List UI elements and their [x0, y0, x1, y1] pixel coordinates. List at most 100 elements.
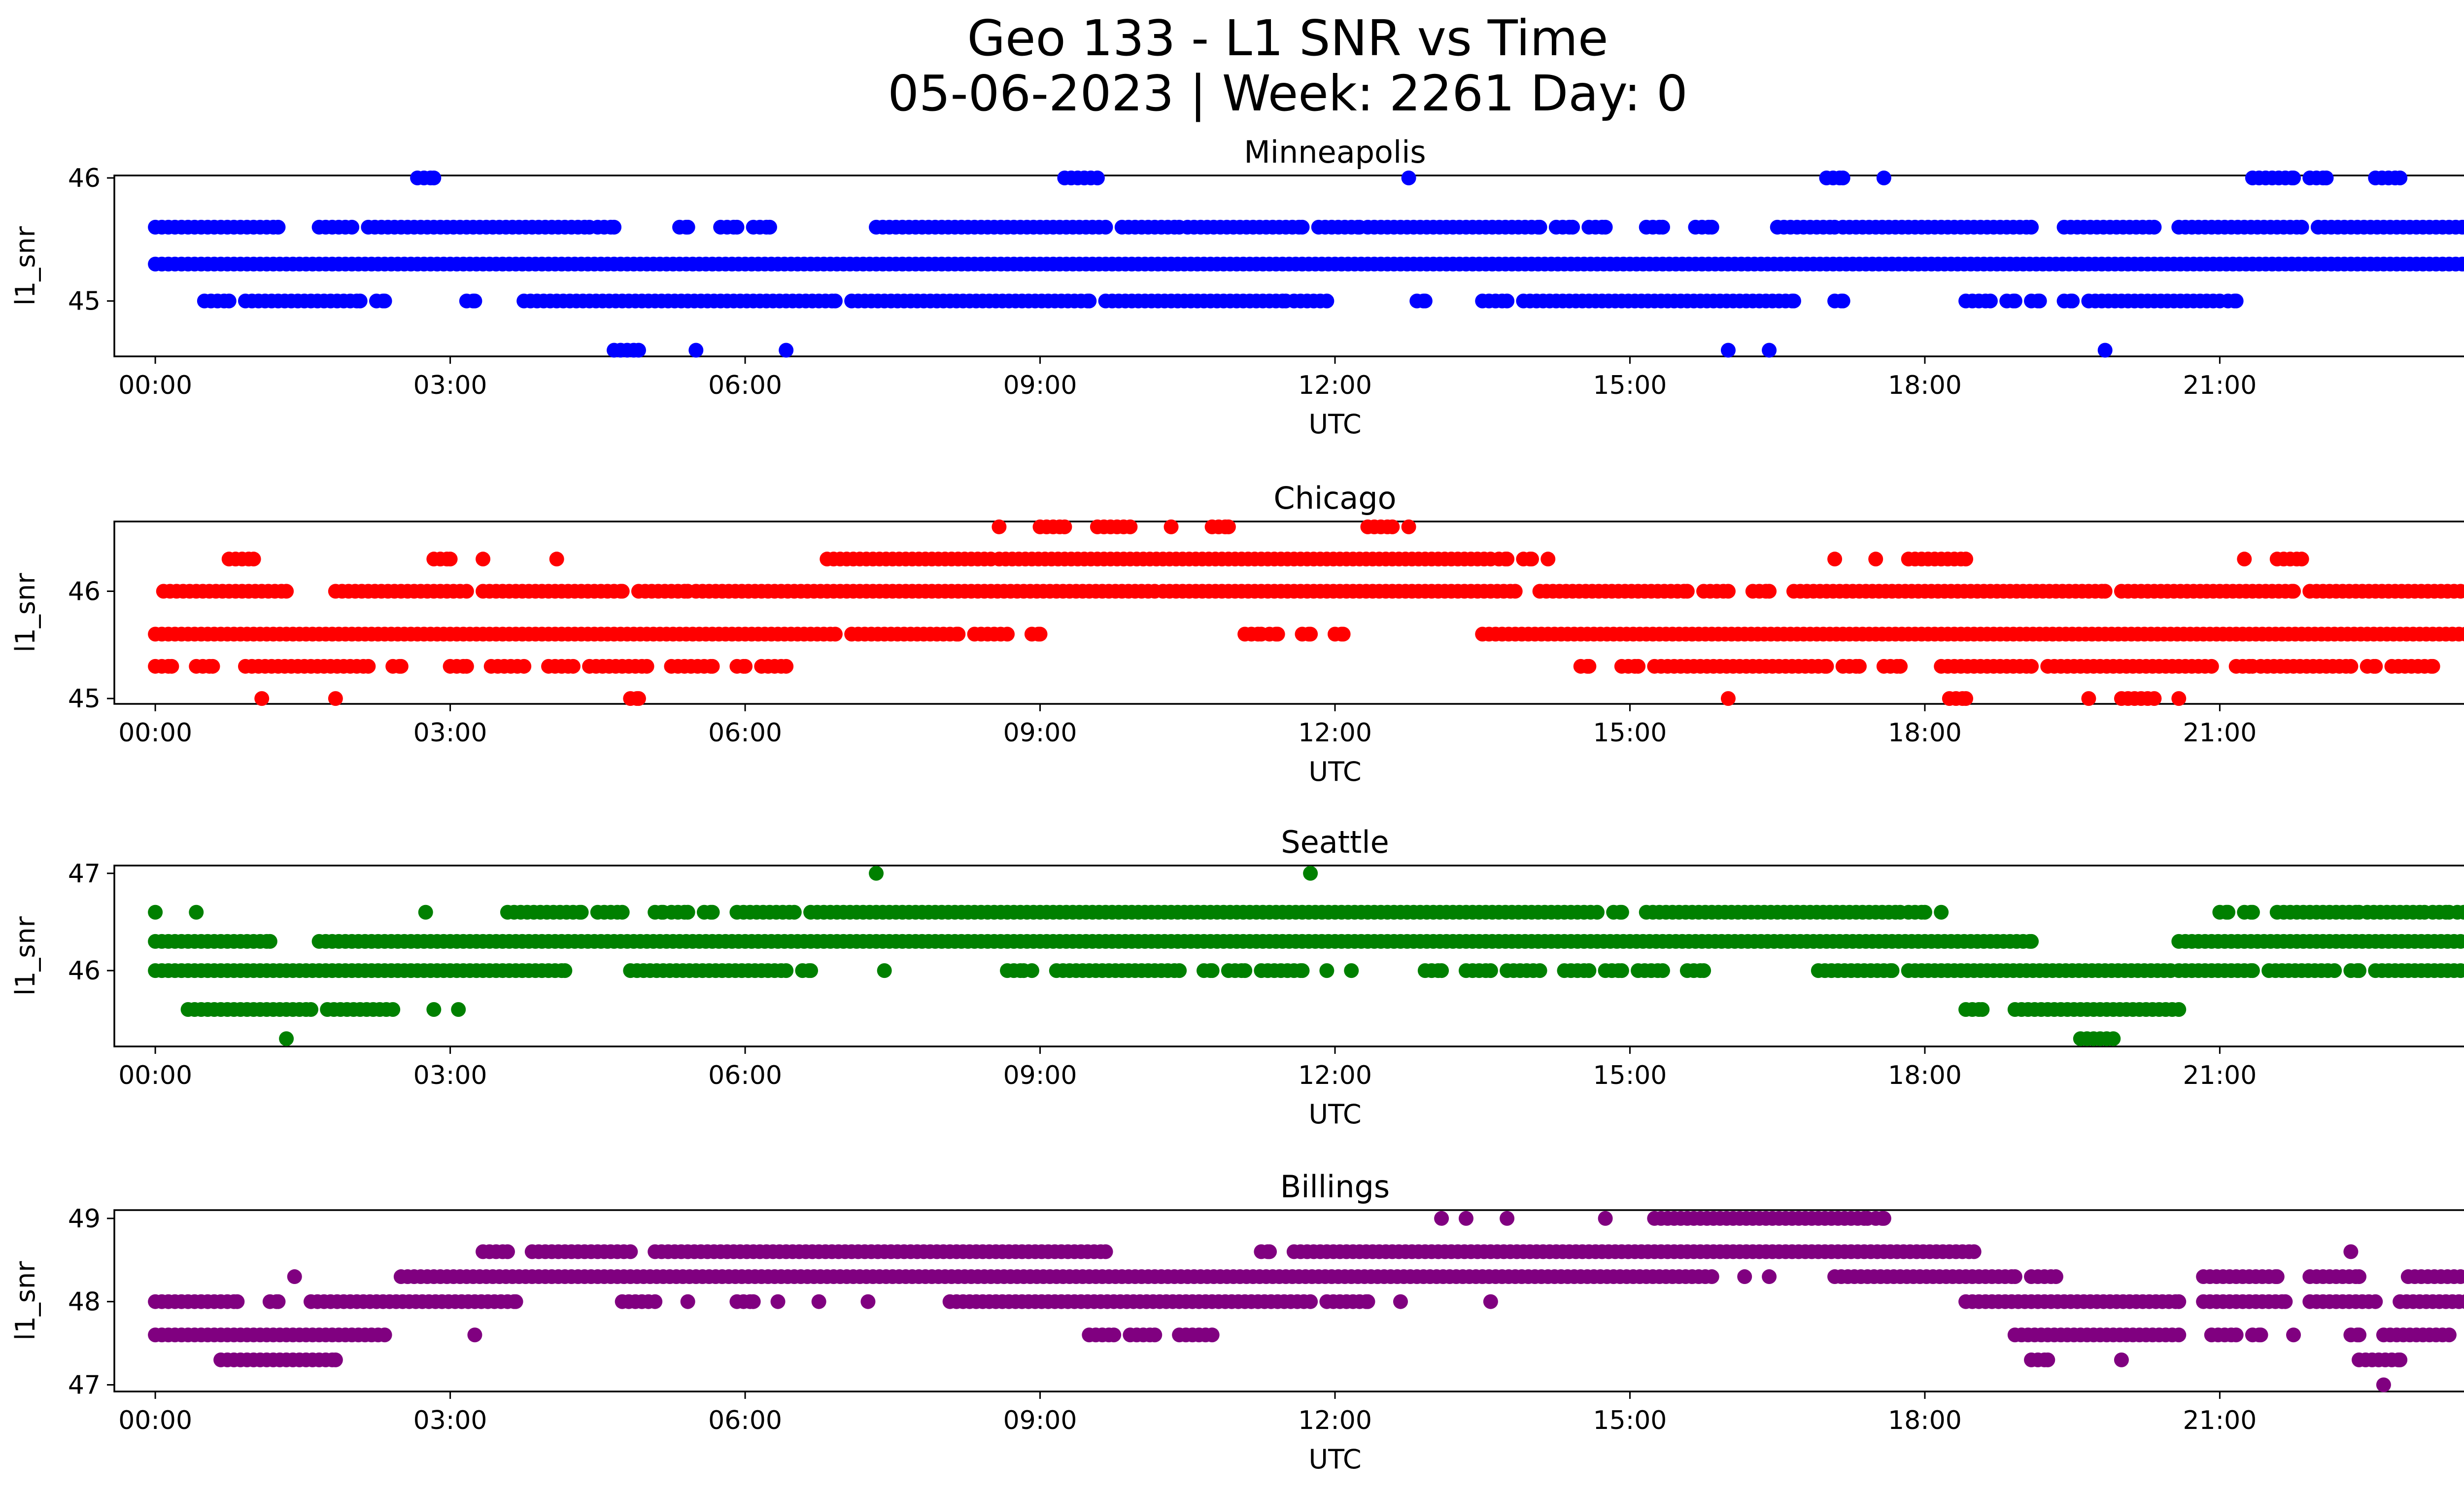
data-point: [705, 904, 720, 920]
scatter-points: [148, 1211, 2464, 1392]
data-point: [631, 343, 646, 358]
data-point: [1958, 691, 1974, 706]
data-point: [1655, 963, 1670, 978]
data-point: [1032, 626, 1048, 642]
x-tick-label: 12:00: [1298, 1061, 1372, 1090]
data-point: [1704, 219, 1719, 235]
data-point: [811, 1294, 826, 1309]
data-point: [746, 1294, 761, 1309]
data-point: [352, 293, 368, 309]
data-point: [1696, 963, 1711, 978]
x-tick-label: 00:00: [118, 718, 192, 748]
data-point: [729, 219, 745, 235]
data-point: [2343, 1244, 2359, 1259]
data-point: [1975, 1002, 1990, 1017]
data-point: [2171, 1294, 2187, 1309]
data-point: [680, 219, 695, 235]
scatter-points: [148, 866, 2464, 1046]
data-point: [762, 219, 777, 235]
data-point: [164, 659, 179, 674]
data-point: [1385, 519, 1400, 534]
data-point: [2376, 1377, 2391, 1392]
data-point: [271, 1294, 286, 1309]
data-point: [328, 1352, 343, 1367]
data-point: [2393, 1352, 2408, 1367]
data-point: [1319, 293, 1335, 309]
data-point: [1483, 963, 1498, 978]
data-point: [377, 1327, 392, 1343]
x-tick-label: 18:00: [1888, 1061, 1962, 1090]
data-point: [2253, 1327, 2268, 1343]
data-point: [148, 904, 163, 920]
data-point: [623, 1244, 638, 1259]
subplot-title: Chicago: [1273, 480, 1396, 516]
subplot-title: Seattle: [1281, 824, 1389, 860]
subplot-chicago: Chicago 00:00 03:00 06:00 09:00 12:00 15:00 18:…: [10, 480, 2464, 787]
data-point: [615, 584, 630, 599]
x-tick-label: 03:00: [413, 1061, 487, 1090]
y-tick-label: 46: [68, 577, 101, 606]
data-point: [1917, 904, 1932, 920]
x-tick-label: 18:00: [1888, 1406, 1962, 1435]
x-tick-label: 21:00: [2183, 371, 2257, 400]
data-point: [1057, 519, 1072, 534]
data-point: [189, 904, 204, 920]
data-point: [1893, 659, 1908, 674]
data-point: [1000, 626, 1015, 642]
data-point: [246, 552, 261, 567]
data-point: [574, 904, 589, 920]
data-point: [1762, 343, 1777, 358]
data-point: [2286, 170, 2301, 185]
data-point: [1458, 1211, 1473, 1226]
data-point: [2461, 221, 2464, 233]
data-point: [459, 659, 474, 674]
data-point: [2294, 552, 2309, 567]
data-point: [1598, 1211, 1613, 1226]
data-point: [516, 659, 532, 674]
data-point: [1221, 519, 1236, 534]
data-point: [262, 934, 277, 949]
data-point: [1237, 963, 1253, 978]
data-point: [1540, 552, 1556, 567]
data-point: [2368, 1294, 2383, 1309]
data-point: [2171, 691, 2187, 706]
data-point: [2455, 256, 2464, 272]
data-point: [2460, 964, 2464, 977]
data-point: [1106, 1327, 1122, 1343]
data-point: [2245, 963, 2260, 978]
data-point: [680, 1294, 695, 1309]
data-point: [1614, 963, 1629, 978]
data-point: [1335, 626, 1351, 642]
x-tick-label: 06:00: [708, 1406, 782, 1435]
data-point: [271, 219, 286, 235]
data-point: [467, 1327, 482, 1343]
data-point: [2455, 219, 2464, 235]
data-point: [2458, 1294, 2464, 1309]
data-point: [2458, 626, 2464, 642]
y-axis-label: l1_snr: [10, 226, 41, 306]
data-point: [631, 691, 646, 706]
data-point: [565, 659, 581, 674]
data-point: [1090, 170, 1105, 185]
data-point: [1876, 170, 1891, 185]
data-point: [1835, 293, 1850, 309]
data-point: [344, 219, 360, 235]
data-point: [2460, 935, 2464, 948]
data-point: [1483, 1294, 1498, 1309]
data-point: [1098, 1244, 1113, 1259]
data-point: [877, 963, 892, 978]
y-tick-label: 46: [68, 164, 101, 193]
data-point: [779, 343, 794, 358]
subplot-title: Minneapolis: [1244, 134, 1426, 170]
x-tick-label: 21:00: [2183, 1406, 2257, 1435]
data-point: [2237, 552, 2252, 567]
y-tick-label: 45: [68, 684, 101, 714]
data-point: [2294, 219, 2309, 235]
data-point: [508, 1294, 523, 1309]
data-point: [2352, 963, 2367, 978]
data-point: [1434, 963, 1449, 978]
data-point: [459, 584, 474, 599]
x-tick-label: 09:00: [1003, 1406, 1077, 1435]
y-tick-label: 47: [68, 1370, 101, 1400]
data-point: [1631, 659, 1646, 674]
